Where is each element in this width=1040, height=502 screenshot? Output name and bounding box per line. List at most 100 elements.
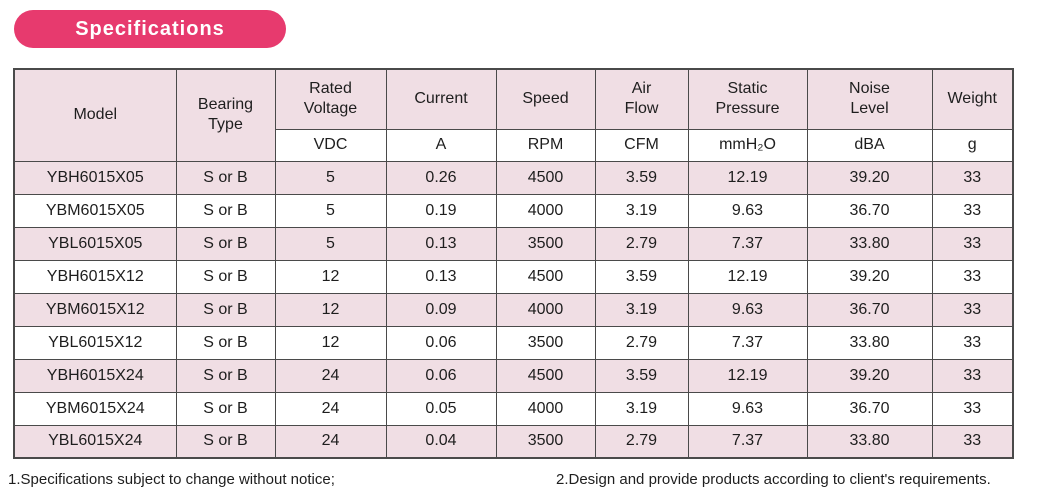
cell-noise-level: 33.80 bbox=[806, 424, 933, 459]
cell-bearing-type: S or B bbox=[175, 424, 276, 459]
cell-bearing-type: S or B bbox=[175, 391, 276, 426]
cell-bearing-type: S or B bbox=[175, 358, 276, 393]
table-row: YBM6015X24 S or B 24 0.05 4000 3.19 9.63 36.70 3… bbox=[13, 391, 1014, 426]
cell-static-pressure: 9.63 bbox=[687, 193, 808, 228]
cell-static-pressure: 12.19 bbox=[687, 358, 808, 393]
cell-bearing-type: S or B bbox=[175, 160, 276, 195]
table-row: YBH6015X12 S or B 12 0.13 4500 3.59 12.19 39.20… bbox=[13, 259, 1014, 294]
cell-noise-level: 39.20 bbox=[806, 259, 933, 294]
cell-noise-level: 36.70 bbox=[806, 292, 933, 327]
cell-weight: 33 bbox=[931, 292, 1014, 327]
cell-air-flow: 2.79 bbox=[594, 226, 689, 261]
cell-model: YBM6015X12 bbox=[13, 292, 177, 327]
cell-speed: 3500 bbox=[495, 226, 596, 261]
cell-model: YBM6015X24 bbox=[13, 391, 177, 426]
cell-bearing-type: S or B bbox=[175, 292, 276, 327]
col-header-current: Current bbox=[385, 68, 497, 130]
cell-rated-voltage: 5 bbox=[274, 226, 387, 261]
cell-current: 0.09 bbox=[385, 292, 497, 327]
table-row: YBL6015X12 S or B 12 0.06 3500 2.79 7.37 33.80 3… bbox=[13, 325, 1014, 360]
cell-noise-level: 33.80 bbox=[806, 325, 933, 360]
cell-model: YBH6015X12 bbox=[13, 259, 177, 294]
cell-current: 0.06 bbox=[385, 358, 497, 393]
specifications-table: Model Bearing Type Rated Voltage Current… bbox=[13, 68, 1014, 459]
cell-rated-voltage: 12 bbox=[274, 259, 387, 294]
cell-static-pressure: 12.19 bbox=[687, 160, 808, 195]
cell-speed: 4000 bbox=[495, 193, 596, 228]
cell-model: YBH6015X05 bbox=[13, 160, 177, 195]
cell-static-pressure: 9.63 bbox=[687, 391, 808, 426]
cell-noise-level: 36.70 bbox=[806, 193, 933, 228]
cell-bearing-type: S or B bbox=[175, 325, 276, 360]
cell-air-flow: 2.79 bbox=[594, 325, 689, 360]
cell-weight: 33 bbox=[931, 193, 1014, 228]
cell-model: YBM6015X05 bbox=[13, 193, 177, 228]
cell-current: 0.04 bbox=[385, 424, 497, 459]
cell-air-flow: 3.19 bbox=[594, 391, 689, 426]
cell-static-pressure: 12.19 bbox=[687, 259, 808, 294]
col-header-speed: Speed bbox=[495, 68, 596, 130]
cell-rated-voltage: 12 bbox=[274, 325, 387, 360]
cell-speed: 4000 bbox=[495, 292, 596, 327]
unit-air-flow: CFM bbox=[594, 128, 689, 162]
col-header-noise-level: Noise Level bbox=[806, 68, 933, 130]
cell-air-flow: 3.19 bbox=[594, 193, 689, 228]
cell-air-flow: 3.59 bbox=[594, 259, 689, 294]
cell-current: 0.05 bbox=[385, 391, 497, 426]
cell-rated-voltage: 24 bbox=[274, 391, 387, 426]
cell-air-flow: 3.59 bbox=[594, 358, 689, 393]
cell-speed: 4000 bbox=[495, 391, 596, 426]
cell-air-flow: 3.19 bbox=[594, 292, 689, 327]
cell-weight: 33 bbox=[931, 259, 1014, 294]
cell-speed: 3500 bbox=[495, 424, 596, 459]
cell-weight: 33 bbox=[931, 325, 1014, 360]
cell-rated-voltage: 24 bbox=[274, 358, 387, 393]
unit-rated-voltage: VDC bbox=[274, 128, 387, 162]
table-row: YBM6015X12 S or B 12 0.09 4000 3.19 9.63 36.70 3… bbox=[13, 292, 1014, 327]
cell-model: YBL6015X24 bbox=[13, 424, 177, 459]
unit-speed: RPM bbox=[495, 128, 596, 162]
cell-bearing-type: S or B bbox=[175, 259, 276, 294]
cell-air-flow: 3.59 bbox=[594, 160, 689, 195]
footnote-1: 1.Specifications subject to change witho… bbox=[8, 471, 335, 488]
table-row: YBH6015X05 S or B 5 0.26 4500 3.59 12.19 39.20 3… bbox=[13, 160, 1014, 195]
cell-static-pressure: 7.37 bbox=[687, 226, 808, 261]
table-row: YBM6015X05 S or B 5 0.19 4000 3.19 9.63 36.70 33 bbox=[13, 193, 1014, 228]
col-header-weight: Weight bbox=[931, 68, 1014, 130]
cell-bearing-type: S or B bbox=[175, 226, 276, 261]
cell-speed: 4500 bbox=[495, 358, 596, 393]
cell-rated-voltage: 5 bbox=[274, 160, 387, 195]
footnote-2: 2.Design and provide products according … bbox=[556, 471, 991, 488]
cell-weight: 33 bbox=[931, 424, 1014, 459]
cell-current: 0.06 bbox=[385, 325, 497, 360]
cell-weight: 33 bbox=[931, 391, 1014, 426]
cell-speed: 4500 bbox=[495, 259, 596, 294]
col-header-static-pressure: Static Pressure bbox=[687, 68, 808, 130]
cell-static-pressure: 7.37 bbox=[687, 325, 808, 360]
cell-weight: 33 bbox=[931, 358, 1014, 393]
cell-noise-level: 39.20 bbox=[806, 160, 933, 195]
cell-current: 0.13 bbox=[385, 259, 497, 294]
cell-air-flow: 2.79 bbox=[594, 424, 689, 459]
unit-current: A bbox=[385, 128, 497, 162]
cell-bearing-type: S or B bbox=[175, 193, 276, 228]
cell-noise-level: 33.80 bbox=[806, 226, 933, 261]
cell-speed: 4500 bbox=[495, 160, 596, 195]
cell-rated-voltage: 12 bbox=[274, 292, 387, 327]
cell-model: YBL6015X12 bbox=[13, 325, 177, 360]
header-row-labels: Model Bearing Type Rated Voltage Current… bbox=[13, 68, 1014, 162]
header-row-units: VDC A RPM CFM mmH₂O dBA g bbox=[14, 128, 1014, 162]
specifications-badge: Specifications bbox=[14, 10, 286, 48]
spec-table-body: YBH6015X05 S or B 5 0.26 4500 3.59 12.19 39.20 3… bbox=[13, 160, 1014, 459]
cell-static-pressure: 9.63 bbox=[687, 292, 808, 327]
cell-current: 0.26 bbox=[385, 160, 497, 195]
col-header-rated-voltage: Rated Voltage bbox=[274, 68, 387, 130]
cell-current: 0.13 bbox=[385, 226, 497, 261]
col-header-bearing-type: Bearing Type bbox=[175, 68, 276, 162]
table-row: YBL6015X24 S or B 24 0.04 3500 2.79 7.37 33.80 3… bbox=[13, 424, 1014, 459]
unit-static-pressure: mmH₂O bbox=[687, 128, 808, 162]
col-header-air-flow: Air Flow bbox=[594, 68, 689, 130]
specifications-badge-label: Specifications bbox=[75, 17, 225, 40]
cell-noise-level: 36.70 bbox=[806, 391, 933, 426]
